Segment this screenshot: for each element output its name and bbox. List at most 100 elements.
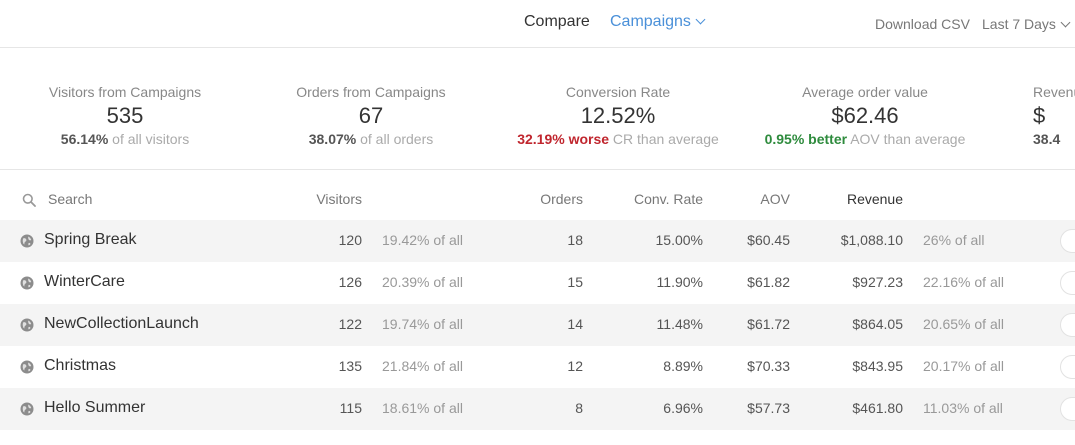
visitors-percent: 18.61% of all — [382, 400, 463, 416]
visitors-percent: 19.74% of all — [382, 316, 463, 332]
aov-value: $61.72 — [747, 316, 790, 332]
visitors-value: 120 — [338, 232, 362, 248]
globe-icon — [20, 402, 34, 416]
revenue-value: $1,088.10 — [840, 232, 903, 248]
revenue-percent: 22.16% of all — [923, 274, 1004, 290]
table-header: Search Visitors Orders Conv. Rate AOV Re… — [0, 178, 1075, 220]
stat-sub: 0.95% better AOV than average — [740, 130, 990, 148]
search-input[interactable]: Search — [48, 191, 93, 207]
chevron-down-icon — [695, 14, 706, 25]
column-header-visitors[interactable]: Visitors — [316, 191, 362, 207]
table-row[interactable]: NewCollectionLaunch 122 19.74% of all 14 11.… — [0, 304, 1075, 346]
stat-highlight: 56.14% — [60, 131, 109, 147]
conv-rate-value: 11.48% — [656, 316, 703, 332]
stat-value: 12.52% — [580, 103, 656, 128]
orders-value: 15 — [567, 274, 583, 290]
row-action-button[interactable] — [1060, 271, 1075, 295]
stat-label: Conversion Rate — [565, 84, 671, 100]
globe-icon — [20, 234, 34, 248]
table-row[interactable]: Christmas 135 21.84% of all 12 8.89% $70.33 $8… — [0, 346, 1075, 388]
stat-value: 67 — [358, 103, 384, 128]
visitors-value: 135 — [338, 358, 362, 374]
search-icon — [22, 193, 36, 207]
table-row[interactable]: Hello Summer 115 18.61% of all 8 6.96% $57.73… — [0, 388, 1075, 430]
visitors-value: 122 — [338, 316, 362, 332]
visitors-percent: 19.42% of all — [382, 232, 463, 248]
compare-tab[interactable]: Compare — [524, 13, 590, 30]
conv-rate-value: 8.89% — [663, 358, 703, 374]
stat-sub-text: AOV than average — [847, 131, 966, 147]
campaigns-label: Campaigns — [610, 13, 691, 30]
visitors-value: 126 — [338, 274, 362, 290]
stat-highlight: 38.07% — [308, 131, 357, 147]
revenue-value: $927.23 — [852, 274, 903, 290]
stat-sub-text: of all visitors — [108, 131, 190, 147]
column-header-orders[interactable]: Orders — [540, 191, 583, 207]
globe-icon — [20, 276, 34, 290]
column-header-revenue[interactable]: Revenue — [846, 191, 903, 207]
revenue-value: $461.80 — [852, 400, 903, 416]
date-range-label: Last 7 Days — [982, 16, 1056, 32]
campaign-name[interactable]: Christmas — [44, 357, 117, 374]
conv-rate-value: 11.90% — [656, 274, 703, 290]
row-action-button[interactable] — [1060, 355, 1075, 379]
stat-label: Visitors from Campaigns — [48, 84, 202, 100]
stat-value: $ — [1033, 103, 1046, 128]
revenue-percent: 26% of all — [923, 232, 985, 248]
top-nav: Compare Campaigns Download CSV Last 7 Da… — [0, 0, 1075, 48]
stat-orders: Orders from Campaigns 67 38.07% of all o… — [246, 83, 496, 148]
stat-sub-text: CR than average — [609, 131, 719, 147]
conv-rate-value: 6.96% — [663, 400, 703, 416]
stat-conversion-rate: Conversion Rate 12.52% 32.19% worse CR t… — [493, 83, 743, 148]
campaign-name[interactable]: Spring Break — [44, 231, 137, 248]
row-action-button[interactable] — [1060, 397, 1075, 421]
aov-value: $70.33 — [747, 358, 790, 374]
visitors-percent: 21.84% of all — [382, 358, 463, 374]
aov-value: $61.82 — [747, 274, 790, 290]
revenue-percent: 11.03% of all — [923, 400, 1003, 416]
stat-value: $62.46 — [831, 103, 899, 128]
campaign-name[interactable]: Hello Summer — [44, 399, 146, 416]
revenue-value: $864.05 — [852, 316, 903, 332]
globe-icon — [20, 360, 34, 374]
download-csv-link[interactable]: Download CSV — [875, 16, 970, 32]
table-row[interactable]: Spring Break 120 19.42% of all 18 15.00% $60.… — [0, 220, 1075, 262]
stat-sub: 38.07% of all orders — [246, 130, 496, 148]
column-header-aov[interactable]: AOV — [760, 191, 790, 207]
stat-highlight: 32.19% worse — [517, 131, 610, 147]
revenue-value: $843.95 — [852, 358, 903, 374]
stat-sub: 38.4 — [1033, 130, 1075, 148]
revenue-percent: 20.17% of all — [923, 358, 1004, 374]
campaigns-dropdown[interactable]: Campaigns — [610, 12, 706, 32]
aov-value: $57.73 — [747, 400, 790, 416]
row-action-button[interactable] — [1060, 229, 1075, 253]
stat-revenue: Revenue $ 38.4 — [1033, 83, 1075, 148]
orders-value: 18 — [567, 232, 583, 248]
stat-highlight: 0.95% better — [764, 131, 848, 147]
stat-sub: 32.19% worse CR than average — [493, 130, 743, 148]
campaign-name[interactable]: WinterCare — [44, 273, 125, 290]
globe-icon — [20, 318, 34, 332]
campaign-name[interactable]: NewCollectionLaunch — [44, 315, 199, 332]
stat-average-order-value: Average order value $62.46 0.95% better … — [740, 83, 990, 148]
visitors-value: 115 — [339, 400, 362, 416]
conv-rate-value: 15.00% — [655, 232, 703, 248]
stat-label: Orders from Campaigns — [296, 84, 446, 100]
visitors-percent: 20.39% of all — [382, 274, 463, 290]
table-row[interactable]: WinterCare 126 20.39% of all 15 11.90% $61.82… — [0, 262, 1075, 304]
stat-label: Average order value — [802, 84, 928, 100]
orders-value: 12 — [567, 358, 583, 374]
row-action-button[interactable] — [1060, 313, 1075, 337]
stat-highlight: 38.4 — [1033, 131, 1061, 147]
stat-label: Revenue — [1033, 84, 1075, 100]
stat-visitors: Visitors from Campaigns 535 56.14% of al… — [0, 83, 250, 148]
revenue-percent: 20.65% of all — [923, 316, 1004, 332]
stat-sub: 56.14% of all visitors — [0, 130, 250, 148]
summary-stats: Visitors from Campaigns 535 56.14% of al… — [0, 48, 1075, 170]
chevron-down-icon — [1060, 17, 1071, 28]
stat-value: 535 — [106, 103, 144, 128]
date-range-dropdown[interactable]: Last 7 Days — [982, 14, 1071, 34]
aov-value: $60.45 — [747, 232, 790, 248]
column-header-conv-rate[interactable]: Conv. Rate — [634, 191, 703, 207]
stat-sub-text: of all orders — [356, 131, 434, 147]
